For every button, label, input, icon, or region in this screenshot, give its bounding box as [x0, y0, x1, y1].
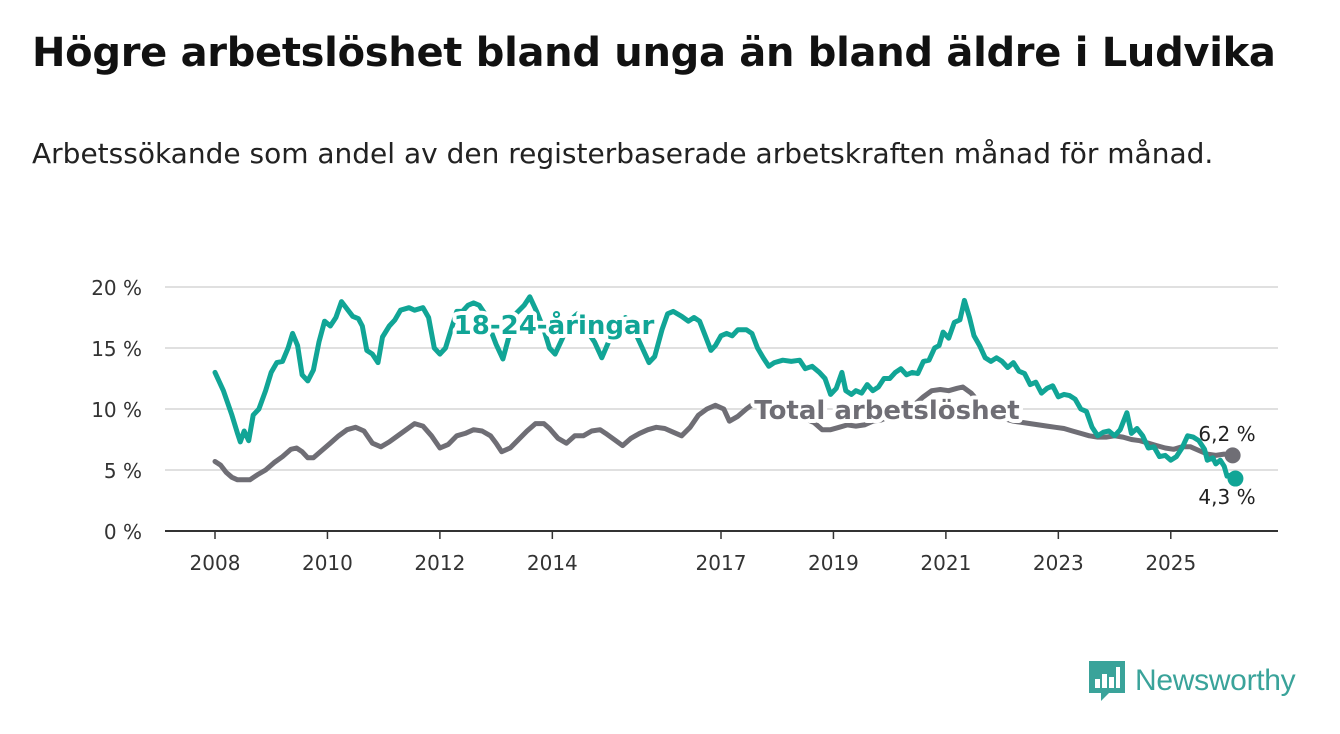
- series-label-youth-halo: 18-24-åringar: [454, 309, 655, 341]
- end-label-total: 6,2 %: [1198, 422, 1255, 446]
- series-lines: [212, 294, 1244, 487]
- series-label-youth: 18-24-åringar: [454, 309, 655, 341]
- x-tick-label: 2012: [414, 551, 465, 575]
- x-tick-label: 2023: [1033, 551, 1084, 575]
- y-tick-label: 20 %: [91, 276, 142, 300]
- series-label-total-halo: Total arbetslöshet: [754, 396, 1019, 426]
- x-tick-label: 2010: [302, 551, 353, 575]
- series-labels: 6,2 %4,3 %18-24-åringar18-24-åringarTota…: [450, 305, 1256, 509]
- x-tick-label: 2008: [190, 551, 241, 575]
- x-tick-label: 2017: [696, 551, 747, 575]
- y-tick-label: 10 %: [91, 398, 142, 422]
- brand-name: Newsworthy: [1135, 664, 1296, 697]
- y-tick-label: 0 %: [104, 520, 142, 544]
- x-tick-label: 2014: [527, 551, 578, 575]
- x-axis-ticks: 2008 2010 2012 2014 2017 2019 2021 2023 2025: [190, 531, 1196, 575]
- x-tick-label: 2021: [920, 551, 971, 575]
- series-line-youth: [212, 294, 1238, 481]
- chart-subtitle: Arbetssökande som andel av den registerb…: [32, 137, 1214, 170]
- x-tick-label: 2019: [808, 551, 859, 575]
- series-label-total: Total arbetslöshet: [754, 396, 1019, 426]
- x-tick-label: 2025: [1145, 551, 1196, 575]
- endpoint-total: [1224, 447, 1241, 464]
- endpoint-youth: [1227, 470, 1244, 487]
- end-label-youth: 4,3 %: [1198, 485, 1255, 509]
- chart-title: Högre arbetslöshet bland unga än bland ä…: [32, 30, 1276, 76]
- newsworthy-logo-icon: [1089, 661, 1125, 701]
- y-tick-label: 5 %: [104, 459, 142, 483]
- y-tick-label: 15 %: [91, 337, 142, 361]
- newsworthy-logo: Newsworthy: [1089, 661, 1296, 701]
- gridlines: [165, 286, 1278, 532]
- y-axis-ticks: 0 % 5 % 10 % 15 % 20 %: [91, 276, 142, 544]
- series-line-total: [212, 384, 1236, 483]
